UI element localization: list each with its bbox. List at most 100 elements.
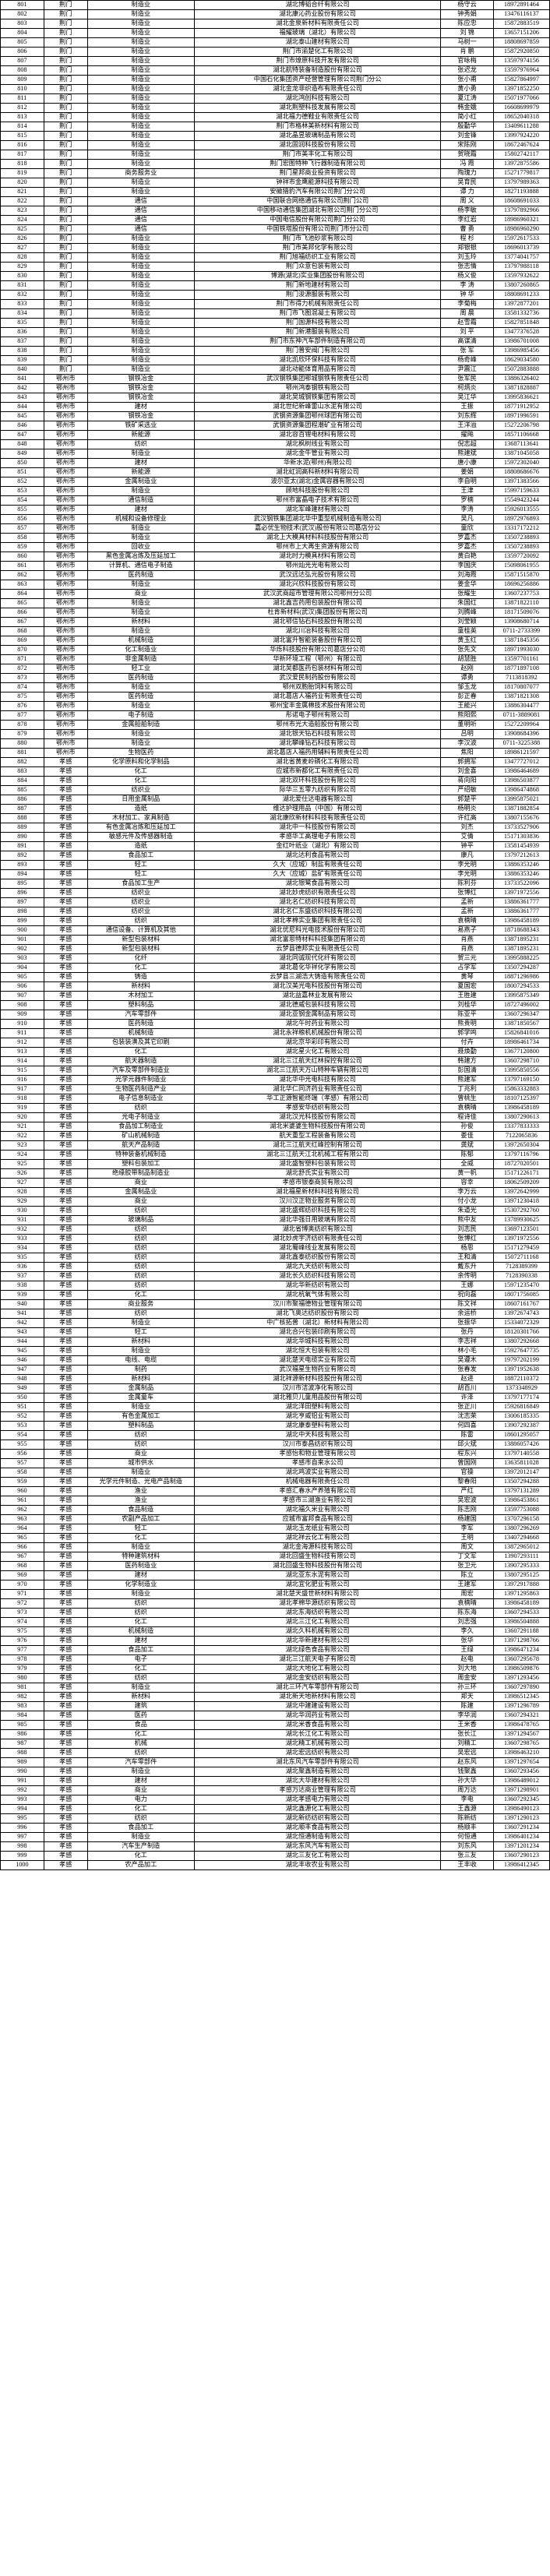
table-row: 893 孝感 轻工 久大（应城）制盐有限责任公司 李光明 13886353246 bbox=[0, 860, 550, 870]
row-company: 湖北新纺纺织有限公司 bbox=[193, 1813, 442, 1824]
row-index: 904 bbox=[0, 963, 44, 973]
table-row: 962 孝感 食品制造 湖北福久米业有限公司 陈志刚 13597753088 bbox=[0, 1505, 550, 1515]
row-company: 湖北吴城钢铁集团有限公司 bbox=[193, 393, 442, 403]
row-index: 844 bbox=[0, 402, 44, 412]
row-city: 荆门 bbox=[43, 252, 88, 263]
row-phone: 13607292345 bbox=[492, 1795, 550, 1805]
row-index: 829 bbox=[0, 262, 44, 272]
row-company: 湖北舒氏实业有限公司 bbox=[193, 1168, 442, 1179]
row-phone: 18571106668 bbox=[492, 430, 550, 440]
row-contact: 丁兆利 bbox=[440, 1084, 494, 1094]
row-phone: 15827864997 bbox=[492, 75, 550, 85]
row-company: 湖北华新纺织有限公司 bbox=[193, 1281, 442, 1291]
row-industry: 纺织 bbox=[86, 916, 195, 926]
row-industry: 制造业 bbox=[86, 262, 195, 272]
row-city: 鄂州市 bbox=[43, 533, 88, 543]
row-industry: 航天产品制造 bbox=[86, 1140, 195, 1151]
row-company: 湖北晶昱玻璃制品有限公司 bbox=[193, 131, 442, 141]
row-city: 荆门 bbox=[43, 290, 88, 300]
row-index: 821 bbox=[0, 187, 44, 197]
row-company: 湖北午时药业有限公司 bbox=[193, 1019, 442, 1029]
row-contact: 林小毛 bbox=[440, 1346, 494, 1356]
row-phone: 15872920850 bbox=[492, 47, 550, 57]
row-phone: 13797140558 bbox=[492, 1449, 550, 1459]
row-contact: 占学军 bbox=[440, 963, 494, 973]
row-index: 876 bbox=[0, 701, 44, 711]
row-phone: 15872883519 bbox=[492, 19, 550, 29]
row-city: 孝感 bbox=[43, 935, 88, 945]
table-row: 847 鄂州市 新能源 湖北容百锂电材料有限公司 擢飚 18571106668 bbox=[0, 430, 550, 440]
table-row: 940 孝感 商业服务 汉川市聚福德物业管理有限公司 陈文祥 18607161767 bbox=[0, 1299, 550, 1309]
row-company: 湖北亚东水泥有限公司 bbox=[193, 1570, 442, 1580]
table-row: 985 孝感 食品 湖北米香食品有限公司 王米香 13986478765 bbox=[0, 1720, 550, 1730]
row-company: 湖北星火化工有限公司 bbox=[193, 1047, 442, 1057]
row-industry: 汽车及零部件制造业 bbox=[86, 1066, 195, 1076]
row-phone: 13687113641 bbox=[492, 439, 550, 449]
row-index: 846 bbox=[0, 421, 44, 431]
table-row: 898 孝感 纺织业 湖北名仁东盛纺织科技有限公司 孟新 13886361777 bbox=[0, 907, 550, 917]
table-row: 899 孝感 纺织 湖北孝棉实业集团有限责任公司 袁楠晴 13986458189 bbox=[0, 916, 550, 926]
row-city: 鄂州市 bbox=[43, 580, 88, 590]
row-company: 荆门国源科技有限公司 bbox=[193, 318, 442, 328]
row-company: 湖北康欣新材料科技有限责任公司 bbox=[193, 813, 442, 823]
row-contact: 周金安 bbox=[440, 1673, 494, 1683]
row-company: 久大（应城）盐矿有限责任公司 bbox=[193, 869, 442, 879]
row-contact: 贺三元 bbox=[440, 953, 494, 964]
row-company: 嘉必优生物技术(武汉)股份有限公司葛店分公 bbox=[193, 523, 442, 534]
row-contact: 龚斌 bbox=[440, 1140, 494, 1151]
row-index: 986 bbox=[0, 1729, 44, 1739]
row-company: 孝感万达商业管理有限公司 bbox=[193, 1785, 442, 1795]
row-industry: 生物医药 bbox=[86, 748, 195, 758]
row-industry: 日用金属制品 bbox=[86, 795, 195, 805]
row-contact: 程诗佳 bbox=[440, 1112, 494, 1122]
row-index: 945 bbox=[0, 1346, 44, 1356]
table-row: 841 鄂州市 钢铁冶金 武汉钢铁集团鄂城钢铁有限责任公司 张军民 13886326402 bbox=[0, 374, 550, 384]
table-row: 991 孝感 建材 湖北大华建材有限公司 孙大华 13986489012 bbox=[0, 1776, 550, 1786]
row-index: 926 bbox=[0, 1168, 44, 1179]
row-company: 湖北双环科技股份有限公司 bbox=[193, 776, 442, 786]
row-index: 858 bbox=[0, 533, 44, 543]
row-contact: 许泽 bbox=[440, 1393, 494, 1403]
row-company: 湖北宏远纺织有限公司 bbox=[193, 1748, 442, 1758]
row-city: 荆门 bbox=[43, 178, 88, 188]
row-index: 868 bbox=[0, 626, 44, 636]
row-city: 孝感 bbox=[43, 1299, 88, 1309]
row-city: 孝感 bbox=[43, 1458, 88, 1468]
row-phone: 13733527906 bbox=[492, 823, 550, 833]
table-row: 861 鄂州市 计算机、通信电子制造 鄂州灿光光电有限公司 李国庆 15098061955 bbox=[0, 561, 550, 571]
row-company: 湖北爱仕达电器有限公司 bbox=[193, 795, 442, 805]
row-company: 湖北鑫源化工有限公司 bbox=[193, 1804, 442, 1814]
row-company: 湖北恒大包装有限公司 bbox=[193, 1346, 442, 1356]
row-industry: 制造业 bbox=[86, 533, 195, 543]
row-phone: 15971235470 bbox=[492, 1281, 550, 1291]
table-row: 815 荆门 制造业 湖北晶昱玻璃制品有限公司 刘金锋 13997924220 bbox=[0, 131, 550, 141]
row-city: 孝感 bbox=[43, 1411, 88, 1422]
row-phone: 13871828887 bbox=[492, 383, 550, 393]
row-industry: 通信 bbox=[86, 224, 195, 234]
row-phone: 13607298710 bbox=[492, 1056, 550, 1066]
row-company: 安徽猎豹汽车有限公司荆门分公司 bbox=[193, 187, 442, 197]
row-city: 孝感 bbox=[43, 1290, 88, 1300]
row-company: 湖北玉龙纸业有限公司 bbox=[193, 1524, 442, 1534]
row-index: 989 bbox=[0, 1757, 44, 1767]
row-contact: 李光明 bbox=[440, 860, 494, 870]
table-row: 843 鄂州市 钢铁冶金 湖北吴城钢铁集团有限公司 吴江华 13995836621 bbox=[0, 393, 550, 403]
row-company: 湖北荆塑科技发展有限公司 bbox=[193, 103, 442, 113]
row-industry: 造纸 bbox=[86, 804, 195, 814]
row-contact: 李 涛 bbox=[440, 280, 494, 291]
row-contact: 官操 bbox=[440, 1468, 494, 1478]
row-contact: 黄一帆 bbox=[440, 1168, 494, 1179]
row-city: 鄂州市 bbox=[43, 701, 88, 711]
row-city: 鄂州市 bbox=[43, 673, 88, 683]
table-row: 981 孝感 制造业 湖北三环汽车零部件有限公司 孙三环 13607297890 bbox=[0, 1683, 550, 1693]
row-city: 孝感 bbox=[43, 1813, 88, 1824]
row-contact: 刘玉玲 bbox=[440, 252, 494, 263]
row-contact: 王和清 bbox=[440, 1253, 494, 1263]
row-industry: 建材 bbox=[86, 458, 195, 468]
row-industry: 制造业 bbox=[86, 1683, 195, 1693]
row-index: 863 bbox=[0, 580, 44, 590]
row-company: 华新环境工程（鄂州）有限公司 bbox=[193, 654, 442, 664]
table-row: 846 鄂州市 铁矿采选业 武钢资源集团程潮矿业有限公司 王洋溢 15272206798 bbox=[0, 421, 550, 431]
row-contact: 黄白艳 bbox=[440, 551, 494, 562]
row-company: 湖北盛辉纺织科技有限公司 bbox=[193, 1206, 442, 1216]
